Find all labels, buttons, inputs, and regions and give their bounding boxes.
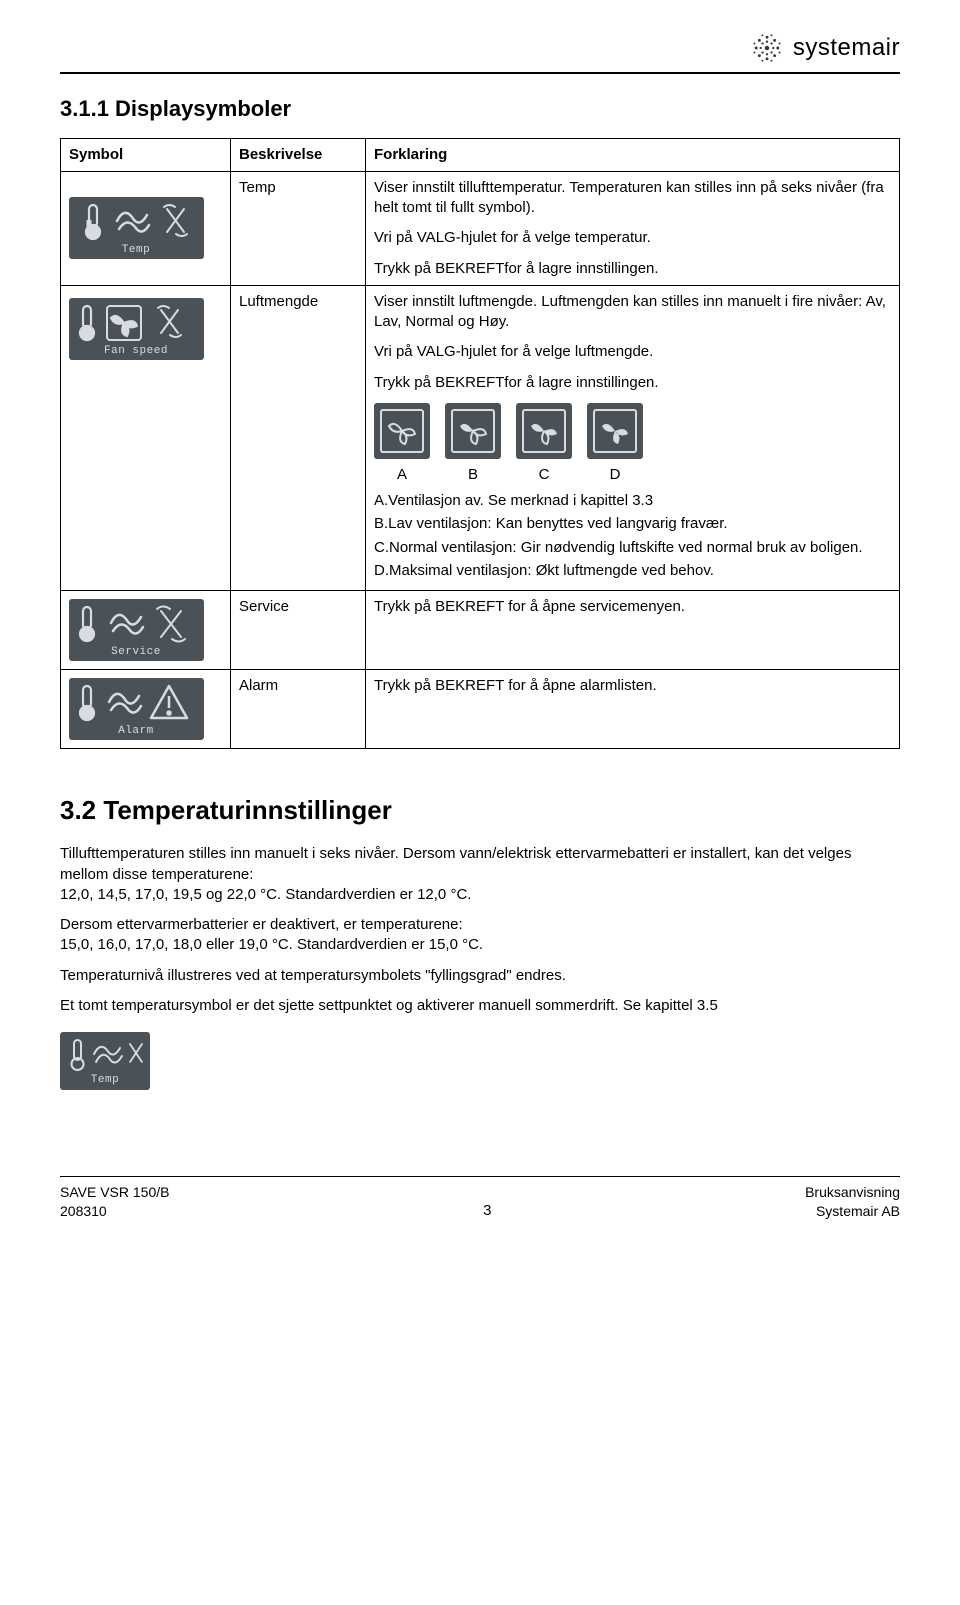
forklaring-text: Trykk på BEKREFT for å åpne alarmlisten. [374, 676, 891, 696]
fan-label-a: A [374, 465, 430, 485]
fan-level-c-icon [516, 403, 572, 459]
symbol-cell: Temp [61, 171, 231, 285]
display-symbol-table: Symbol Beskrivelse Forklaring [60, 138, 900, 750]
forklaring-cell: Viser innstilt tillufttemperatur. Temper… [366, 171, 900, 285]
alarm-display-icon: Alarm [69, 678, 204, 740]
symbol-cell: Alarm [61, 670, 231, 749]
forklaring-text: Viser innstilt tillufttemperatur. Temper… [374, 178, 891, 219]
s2-p4: Et tomt temperatursymbol er det sjette s… [60, 996, 900, 1016]
fan-desc-a: A.Ventilasjon av. Se merknad i kapittel … [374, 491, 891, 511]
icon-caption: Temp [122, 244, 150, 256]
forklaring-cell: Trykk på BEKREFT for å åpne servicemenye… [366, 591, 900, 670]
icon-caption: Service [111, 646, 161, 658]
th-forklaring: Forklaring [366, 138, 900, 171]
forklaring-cell: Viser innstilt luftmengde. Luftmengden k… [366, 285, 900, 590]
beskrivelse-cell: Temp [231, 171, 366, 285]
page-header: systemair [60, 30, 900, 74]
brand-text: systemair [793, 32, 900, 64]
fan-level-a-icon [374, 403, 430, 459]
symbol-cell: Fan speed [61, 285, 231, 590]
footer-docnum: 208310 [60, 1202, 169, 1221]
fanspeed-display-icon: Fan speed [69, 298, 204, 360]
icon-caption: Alarm [118, 725, 154, 737]
forklaring-cell: Trykk på BEKREFT for å åpne alarmlisten. [366, 670, 900, 749]
systemair-logo-icon [749, 30, 785, 66]
fan-label-c: C [516, 465, 572, 485]
temp-display-icon: Temp [69, 197, 204, 259]
s2-p3: Temperaturnivå illustreres ved at temper… [60, 966, 900, 986]
table-row: Fan speed Luftmengde Viser innstilt luft… [61, 285, 900, 590]
beskrivelse-cell: Alarm [231, 670, 366, 749]
th-beskrivelse: Beskrivelse [231, 138, 366, 171]
footer-doctype: Bruksanvisning [805, 1183, 900, 1202]
forklaring-text: Trykk på BEKREFTfor å lagre innstillinge… [374, 373, 891, 393]
fan-label-b: B [445, 465, 501, 485]
fan-label-d: D [587, 465, 643, 485]
section-3-2-title: 3.2 Temperaturinnstillinger [60, 793, 900, 828]
fan-level-icons [374, 403, 891, 459]
symbol-cell: Service [61, 591, 231, 670]
fan-level-d-icon [587, 403, 643, 459]
icon-caption: Fan speed [104, 345, 168, 357]
s2-p2: Dersom ettervarmerbatterier er deaktiver… [60, 915, 900, 956]
forklaring-text: Vri på VALG-hjulet for å velge temperatu… [374, 228, 891, 248]
forklaring-text: Viser innstilt luftmengde. Luftmengden k… [374, 292, 891, 333]
service-display-icon: Service [69, 599, 204, 661]
fan-desc-d: D.Maksimal ventilasjon: Økt luftmengde v… [374, 561, 891, 581]
footer-company: Systemair AB [805, 1202, 900, 1221]
table-row: Temp Temp Viser innstilt tillufttemperat… [61, 171, 900, 285]
beskrivelse-cell: Service [231, 591, 366, 670]
section-3-1-1-title: 3.1.1 Displaysymboler [60, 94, 900, 124]
fan-level-b-icon [445, 403, 501, 459]
th-symbol: Symbol [61, 138, 231, 171]
s2-p1: Tillufttemperaturen stilles inn manuelt … [60, 844, 900, 905]
icon-caption: Temp [91, 1074, 119, 1086]
fan-desc-c: C.Normal ventilasjon: Gir nødvendig luft… [374, 538, 891, 558]
temp-display-icon-small: Temp [60, 1032, 150, 1090]
brand: systemair [749, 30, 900, 66]
fan-desc-b: B.Lav ventilasjon: Kan benyttes ved lang… [374, 514, 891, 534]
table-row: Service Service Trykk på BEKREFT for å å… [61, 591, 900, 670]
forklaring-text: Vri på VALG-hjulet for å velge luftmengd… [374, 342, 891, 362]
footer-product: SAVE VSR 150/B [60, 1183, 169, 1202]
page-footer: SAVE VSR 150/B 208310 3 Bruksanvisning S… [60, 1176, 900, 1221]
footer-page-number: 3 [483, 1201, 491, 1221]
table-row: Alarm Alarm Trykk på BEKREFT for å åpne … [61, 670, 900, 749]
forklaring-text: Trykk på BEKREFT for å åpne servicemenye… [374, 597, 891, 617]
fan-level-labels: A B C D [374, 465, 891, 485]
forklaring-text: Trykk på BEKREFTfor å lagre innstillinge… [374, 259, 891, 279]
beskrivelse-cell: Luftmengde [231, 285, 366, 590]
